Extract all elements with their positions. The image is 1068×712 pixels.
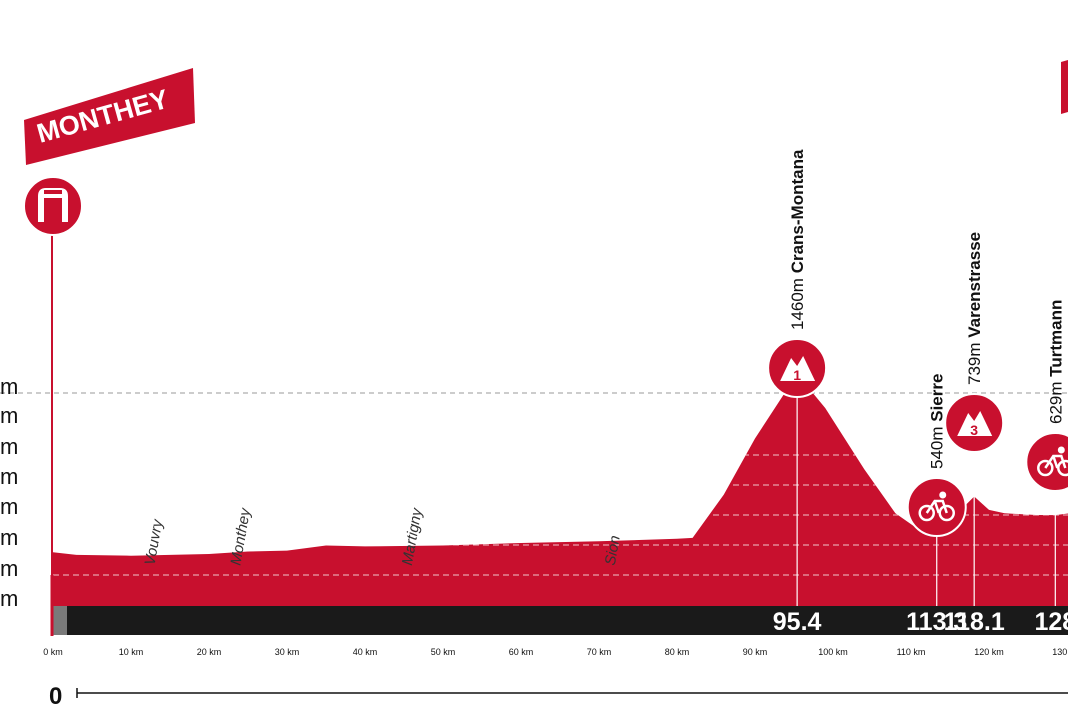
bike-wheel-icon [1037,459,1054,477]
point-altitude: 1460m [788,273,807,330]
x-tick-label: 80 km [665,647,690,657]
point-label: 629m Turtmann [1046,300,1065,424]
x-tick-label: 50 km [431,647,456,657]
profile-area [53,374,1068,606]
point-km-label: 118.1 [944,608,1005,636]
y-tick-label: m [0,525,18,550]
distance-bar [50,575,1068,636]
x-tick-label: 40 km [353,647,378,657]
x-tick-label: 100 km [818,647,848,657]
point-km-label: 128 [1034,608,1068,636]
rider-head-icon [1057,446,1065,454]
mountain-icon [957,411,993,436]
start-marker: MONTHEY [23,68,195,606]
y-tick-label: m [0,403,18,428]
point-altitude: 540m [928,422,947,469]
point-km-label: 113.3 [906,608,967,636]
climb-category-label: 1 [793,367,801,383]
point-label: 540m Sierre [928,374,947,469]
start-banner [24,68,195,165]
point-name: Turtmann [1046,300,1065,377]
point-altitude: 629m [1046,377,1065,424]
x-tick-label: 10 km [119,647,144,657]
bike-frame-icon [1044,454,1067,469]
x-tick-labels: 0 km 10 km 20 km 30 km 40 km 50 km 60 km 70 km 8… [43,647,1068,657]
point-label: 739m Varenstrasse [965,232,984,385]
x-tick-label: 130 km [1052,647,1068,657]
distance-bar-fill [53,606,1068,635]
x-tick-label: 30 km [275,647,300,657]
x-tick-label: 60 km [509,647,534,657]
y-tick-label: m [0,586,18,611]
y-tick-label: m [0,464,18,489]
x-tick-label: 70 km [587,647,612,657]
finish-banner-edge [1061,60,1068,114]
start-gate-shape [38,188,68,222]
town-label: Sion [602,534,624,567]
overview-axis: 0 [49,683,1068,710]
distance-bar-start [53,606,67,635]
point-km-label: 95.4 [773,608,822,636]
point-name: Crans-Montana [788,149,807,273]
y-tick-label: m [0,556,18,581]
climb-category-label: 3 [970,422,978,438]
overview-axis-label: 0 [49,683,62,710]
y-tick-label: m [0,374,18,399]
y-tick-label: m [0,434,18,459]
start-gate-icon [23,176,83,236]
bike-wheel-icon [1057,459,1068,477]
point-name: Varenstrasse [965,232,984,338]
x-tick-label: 90 km [743,647,768,657]
finish-banner [1061,60,1068,114]
x-tick-label: 0 km [43,647,63,657]
bike-wheel-icon [938,504,955,522]
point-altitude: 739m [965,338,984,385]
start-gate-band [44,190,62,194]
x-tick-label: 120 km [974,647,1004,657]
bike-frame-icon [925,499,948,514]
mountain-icon [780,356,816,381]
point-name: Sierre [928,374,947,422]
profile-points: 95.4 1 1460m Crans-Montana 113.3 540m Sierre… [767,149,1068,636]
x-tick-label: 20 km [197,647,222,657]
rider-head-icon [939,491,947,499]
x-tick-label: 110 km [897,647,926,657]
y-tick-label: m [0,494,18,519]
bike-wheel-icon [918,504,935,522]
point-label: 1460m Crans-Montana [788,149,807,330]
